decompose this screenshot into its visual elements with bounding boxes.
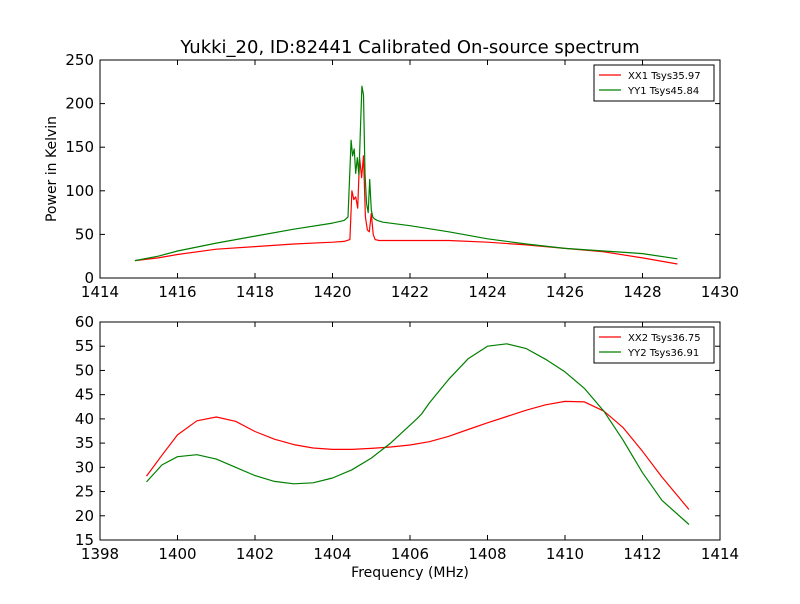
x-tick-label-1-2: 1416 bbox=[158, 283, 196, 301]
figure-title: Yukki_20, ID:82441 Calibrated On-source … bbox=[179, 37, 639, 58]
series-line-2-1 bbox=[146, 400, 690, 510]
legend-label-1-2: YY1 Tsys45.84 bbox=[627, 86, 699, 97]
x-tick-label-2-1: 1398 bbox=[81, 545, 119, 563]
x-tick-label-2-7: 1410 bbox=[546, 545, 584, 563]
series-line-2-2 bbox=[146, 343, 690, 525]
y-tick-label-2-6: 40 bbox=[75, 410, 94, 428]
y-tick-label-2-9: 55 bbox=[75, 337, 94, 355]
x-tick-label-1-4: 1420 bbox=[313, 283, 351, 301]
x-tick-label-2-2: 1400 bbox=[158, 545, 196, 563]
x-tick-label-1-5: 1422 bbox=[391, 283, 429, 301]
y-tick-label-1-5: 200 bbox=[65, 95, 94, 113]
chart-panel-2: 1398 1400 1402 1404 1406 1408 1410 1412 1414 15 20… bbox=[75, 313, 739, 581]
y-axis-label-1: Power in Kelvin bbox=[44, 116, 60, 222]
legend-label-2-1: XX2 Tsys36.75 bbox=[628, 333, 701, 344]
series-line-1-2 bbox=[134, 85, 678, 262]
legend-label-2-2: YY2 Tsys36.91 bbox=[627, 348, 699, 359]
legend-1: XX1 Tsys35.97 YY1 Tsys45.84 bbox=[593, 64, 715, 102]
y-tick-label-2-7: 45 bbox=[75, 386, 94, 404]
legend-box-2 bbox=[593, 326, 715, 364]
x-axis-label-2: Frequency (MHz) bbox=[351, 565, 469, 581]
legend-box-1 bbox=[593, 64, 715, 102]
y-tick-label-1-4: 150 bbox=[65, 138, 94, 156]
y-tick-label-1-1: 0 bbox=[84, 269, 94, 287]
x-tick-label-1-9: 1430 bbox=[701, 283, 739, 301]
legend-2: XX2 Tsys36.75 YY2 Tsys36.91 bbox=[593, 326, 715, 364]
chart-panel-1: 1414 1416 1418 1420 1422 1424 1426 1428 1430 0 50 1… bbox=[44, 51, 739, 301]
x-tick-label-1-1: 1414 bbox=[81, 283, 119, 301]
x-tick-label-1-7: 1426 bbox=[546, 283, 584, 301]
y-tick-label-2-10: 60 bbox=[75, 313, 94, 331]
y-tick-label-2-5: 35 bbox=[75, 434, 94, 452]
x-tick-label-2-9: 1414 bbox=[701, 545, 739, 563]
y-tick-label-2-2: 20 bbox=[75, 507, 94, 525]
x-tick-label-1-3: 1418 bbox=[236, 283, 274, 301]
x-tick-label-2-8: 1412 bbox=[623, 545, 661, 563]
series-line-1-1 bbox=[134, 155, 678, 265]
x-tick-label-2-4: 1404 bbox=[313, 545, 351, 563]
x-tick-label-1-8: 1428 bbox=[623, 283, 661, 301]
x-tick-label-2-6: 1408 bbox=[468, 545, 506, 563]
y-tick-label-1-6: 250 bbox=[65, 51, 94, 69]
x-tick-label-2-5: 1406 bbox=[391, 545, 429, 563]
y-tick-label-1-3: 100 bbox=[65, 182, 94, 200]
y-tick-label-2-4: 30 bbox=[75, 458, 94, 476]
y-tick-label-2-8: 50 bbox=[75, 361, 94, 379]
x-tick-label-2-3: 1402 bbox=[236, 545, 274, 563]
y-tick-label-1-2: 50 bbox=[75, 225, 94, 243]
y-tick-label-2-1: 15 bbox=[75, 531, 94, 549]
y-tick-label-2-3: 25 bbox=[75, 483, 94, 501]
x-tick-label-1-6: 1424 bbox=[468, 283, 506, 301]
legend-label-1-1: XX1 Tsys35.97 bbox=[628, 71, 701, 82]
